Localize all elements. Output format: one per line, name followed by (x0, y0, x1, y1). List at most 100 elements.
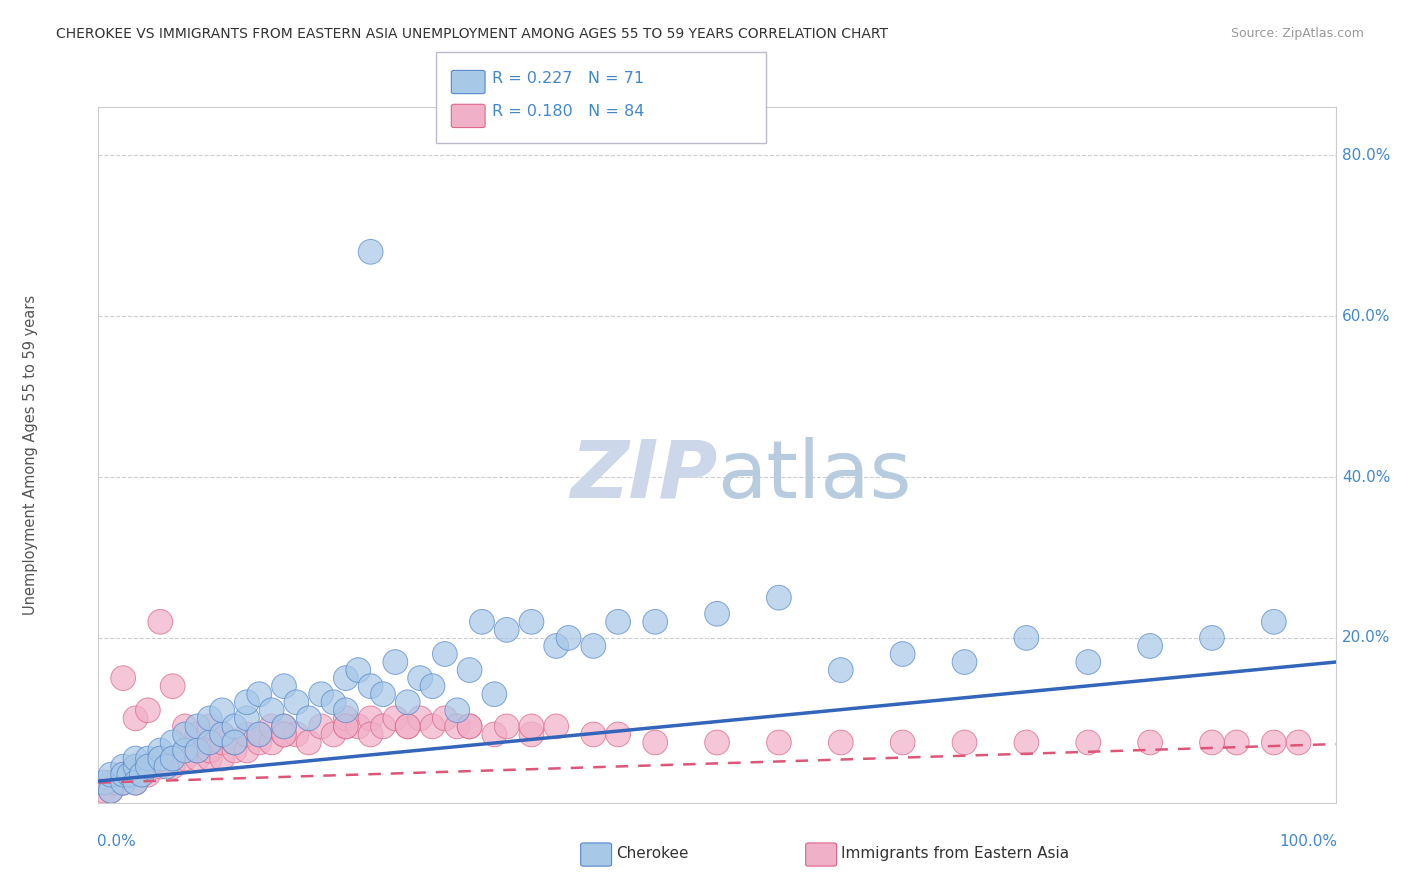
Ellipse shape (482, 681, 506, 706)
Ellipse shape (890, 730, 915, 755)
Ellipse shape (395, 714, 420, 739)
Text: ZIP: ZIP (569, 437, 717, 515)
Ellipse shape (1076, 649, 1101, 674)
Ellipse shape (209, 698, 235, 723)
Ellipse shape (382, 706, 408, 731)
Ellipse shape (346, 657, 371, 682)
Ellipse shape (581, 722, 606, 747)
Ellipse shape (544, 633, 568, 658)
Ellipse shape (209, 747, 235, 771)
Ellipse shape (297, 730, 321, 755)
Ellipse shape (197, 714, 222, 739)
Ellipse shape (395, 714, 420, 739)
Ellipse shape (766, 585, 792, 610)
Ellipse shape (186, 714, 209, 739)
Ellipse shape (148, 747, 173, 771)
Ellipse shape (247, 730, 271, 755)
Text: R = 0.227   N = 71: R = 0.227 N = 71 (492, 71, 644, 86)
Ellipse shape (247, 681, 271, 706)
Ellipse shape (271, 673, 297, 698)
Ellipse shape (271, 714, 297, 739)
Ellipse shape (173, 747, 197, 771)
Ellipse shape (952, 649, 977, 674)
Ellipse shape (173, 739, 197, 763)
Ellipse shape (766, 730, 792, 755)
Ellipse shape (408, 706, 433, 731)
Ellipse shape (148, 747, 173, 771)
Ellipse shape (828, 657, 853, 682)
Ellipse shape (333, 714, 359, 739)
Text: atlas: atlas (717, 437, 911, 515)
Text: 20.0%: 20.0% (1341, 631, 1391, 646)
Ellipse shape (117, 763, 142, 787)
Ellipse shape (98, 763, 124, 787)
Ellipse shape (209, 722, 235, 747)
Ellipse shape (309, 681, 333, 706)
Ellipse shape (457, 714, 482, 739)
Ellipse shape (160, 747, 186, 771)
Text: CHEROKEE VS IMMIGRANTS FROM EASTERN ASIA UNEMPLOYMENT AMONG AGES 55 TO 59 YEARS : CHEROKEE VS IMMIGRANTS FROM EASTERN ASIA… (56, 27, 889, 41)
Ellipse shape (117, 763, 142, 787)
Ellipse shape (235, 739, 259, 763)
Ellipse shape (111, 755, 135, 779)
Ellipse shape (222, 730, 247, 755)
Ellipse shape (890, 641, 915, 666)
Ellipse shape (420, 714, 444, 739)
Ellipse shape (247, 722, 271, 747)
Ellipse shape (129, 763, 155, 787)
Ellipse shape (235, 722, 259, 747)
Ellipse shape (135, 755, 160, 779)
Ellipse shape (321, 722, 346, 747)
Ellipse shape (346, 714, 371, 739)
Ellipse shape (371, 681, 395, 706)
Ellipse shape (135, 755, 160, 779)
Text: 60.0%: 60.0% (1341, 309, 1391, 324)
Ellipse shape (111, 763, 135, 787)
Ellipse shape (98, 771, 124, 795)
Ellipse shape (359, 722, 382, 747)
Ellipse shape (247, 722, 271, 747)
Ellipse shape (482, 722, 506, 747)
Ellipse shape (124, 755, 148, 779)
Ellipse shape (98, 779, 124, 803)
Ellipse shape (148, 609, 173, 634)
Ellipse shape (470, 609, 495, 634)
Text: Source: ZipAtlas.com: Source: ZipAtlas.com (1230, 27, 1364, 40)
Ellipse shape (1261, 609, 1286, 634)
Ellipse shape (1286, 730, 1310, 755)
Ellipse shape (104, 771, 129, 795)
Ellipse shape (828, 730, 853, 755)
Ellipse shape (135, 698, 160, 723)
Ellipse shape (444, 698, 470, 723)
Ellipse shape (197, 739, 222, 763)
Ellipse shape (1014, 730, 1039, 755)
Ellipse shape (93, 779, 117, 803)
Ellipse shape (457, 714, 482, 739)
Ellipse shape (557, 625, 581, 650)
Ellipse shape (209, 730, 235, 755)
Ellipse shape (155, 755, 179, 779)
Ellipse shape (519, 722, 544, 747)
Ellipse shape (173, 739, 197, 763)
Ellipse shape (124, 747, 148, 771)
Ellipse shape (173, 722, 197, 747)
Ellipse shape (333, 706, 359, 731)
Ellipse shape (408, 665, 433, 690)
Ellipse shape (135, 763, 160, 787)
Ellipse shape (222, 730, 247, 755)
Ellipse shape (124, 706, 148, 731)
Ellipse shape (359, 673, 382, 698)
Ellipse shape (952, 730, 977, 755)
Ellipse shape (271, 714, 297, 739)
Ellipse shape (433, 641, 457, 666)
Ellipse shape (1199, 625, 1225, 650)
Ellipse shape (321, 690, 346, 714)
Ellipse shape (1199, 730, 1225, 755)
Ellipse shape (197, 706, 222, 731)
Ellipse shape (124, 771, 148, 795)
Ellipse shape (420, 673, 444, 698)
Ellipse shape (333, 714, 359, 739)
Ellipse shape (222, 739, 247, 763)
Ellipse shape (259, 730, 284, 755)
Text: 100.0%: 100.0% (1279, 834, 1337, 849)
